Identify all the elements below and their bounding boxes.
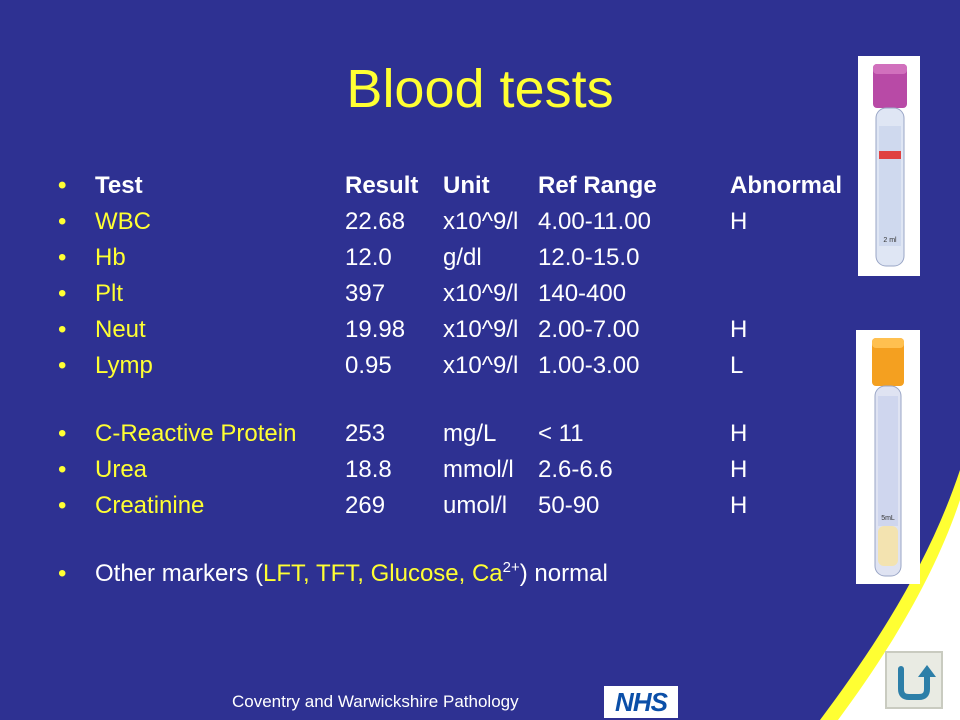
test-unit: mmol/l bbox=[443, 456, 514, 483]
header-unit: Unit bbox=[443, 172, 490, 199]
test-ref-range: 2.00-7.00 bbox=[538, 316, 640, 343]
header-test: Test bbox=[95, 172, 143, 199]
orange-tube-label: 5mL bbox=[881, 515, 895, 522]
test-ref-range: 50-90 bbox=[538, 492, 600, 519]
test-unit: x10^9/l bbox=[443, 208, 519, 235]
return-button[interactable] bbox=[885, 651, 943, 709]
bullet: • bbox=[58, 352, 67, 379]
bullet: • bbox=[58, 280, 67, 307]
note-prefix: Other markers ( bbox=[95, 560, 264, 587]
test-result: 18.8 bbox=[345, 456, 392, 483]
purple-tube-label: 2 ml bbox=[883, 237, 897, 244]
test-name: Hb bbox=[95, 244, 126, 271]
note-text: Other markers (LFT, TFT, Glucose, Ca2+) … bbox=[95, 556, 608, 592]
test-unit: x10^9/l bbox=[443, 352, 519, 379]
test-ref-range: < 11 bbox=[538, 420, 584, 447]
test-result: 12.0 bbox=[345, 244, 392, 271]
test-result: 22.68 bbox=[345, 208, 406, 235]
test-ref-range: 12.0-15.0 bbox=[538, 244, 640, 271]
slide-title: Blood tests bbox=[346, 59, 614, 119]
header-abnormal: Abnormal bbox=[730, 172, 843, 199]
bullet: • bbox=[58, 172, 67, 199]
bullet: • bbox=[58, 560, 67, 587]
test-unit: umol/l bbox=[443, 492, 508, 519]
test-result: 19.98 bbox=[345, 316, 406, 343]
test-result: 253 bbox=[345, 420, 386, 447]
test-name: WBC bbox=[95, 208, 151, 235]
header-ref-range: Ref Range bbox=[538, 172, 657, 199]
test-unit: g/dl bbox=[443, 244, 482, 271]
test-result: 397 bbox=[345, 280, 386, 307]
test-name: Neut bbox=[95, 316, 146, 343]
bullet: • bbox=[58, 420, 67, 447]
test-unit: x10^9/l bbox=[443, 280, 519, 307]
test-ref-range: 1.00-3.00 bbox=[538, 352, 640, 379]
note-superscript: 2+ bbox=[502, 559, 520, 576]
bullet: • bbox=[58, 492, 67, 519]
test-abnormal-flag: L bbox=[730, 352, 744, 379]
test-ref-range: 140-400 bbox=[538, 280, 627, 307]
test-abnormal-flag: H bbox=[730, 316, 748, 343]
test-unit: x10^9/l bbox=[443, 316, 519, 343]
test-name: C-Reactive Protein bbox=[95, 420, 297, 447]
purple-tube-graphic: 2 ml bbox=[873, 64, 907, 267]
orange-tube-graphic: 5mL bbox=[872, 338, 904, 577]
test-abnormal-flag: H bbox=[730, 456, 748, 483]
bullet: • bbox=[58, 456, 67, 483]
orange-top-blood-tube-image: 5mL bbox=[856, 330, 920, 584]
test-ref-range: 2.6-6.6 bbox=[538, 456, 613, 483]
footer-organization: Coventry and Warwickshire Pathology bbox=[232, 692, 519, 711]
bullet: • bbox=[58, 316, 67, 343]
test-result: 269 bbox=[345, 492, 386, 519]
test-ref-range: 4.00-11.00 bbox=[538, 208, 651, 235]
note-markers: LFT, TFT, Glucose, Ca bbox=[263, 560, 503, 587]
bullet: • bbox=[58, 208, 67, 235]
bullet: • bbox=[58, 244, 67, 271]
test-name: Urea bbox=[95, 456, 148, 483]
test-abnormal-flag: H bbox=[730, 208, 748, 235]
test-name: Plt bbox=[95, 280, 124, 307]
note-suffix: ) normal bbox=[519, 560, 608, 587]
test-name: Creatinine bbox=[95, 492, 205, 519]
test-unit: mg/L bbox=[443, 420, 497, 447]
nhs-logo: NHS bbox=[604, 686, 678, 718]
test-abnormal-flag: H bbox=[730, 492, 748, 519]
header-result: Result bbox=[345, 172, 419, 199]
test-abnormal-flag: H bbox=[730, 420, 748, 447]
u-turn-arrow-icon bbox=[898, 665, 936, 700]
test-result: 0.95 bbox=[345, 352, 392, 379]
test-name: Lymp bbox=[95, 352, 153, 379]
purple-top-blood-tube-image: 2 ml bbox=[858, 56, 920, 276]
